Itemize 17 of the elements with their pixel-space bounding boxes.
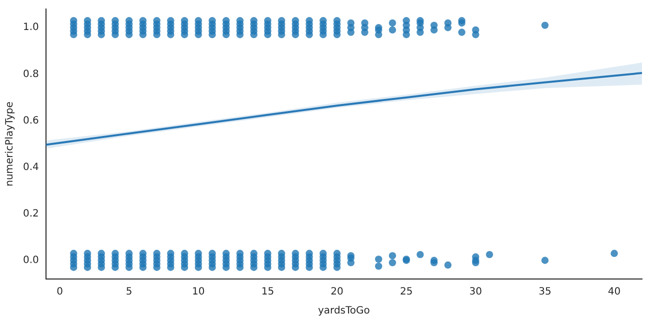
x-tick-label: 35 — [538, 286, 552, 298]
x-tick-label: 5 — [126, 286, 132, 298]
x-tick-label: 15 — [261, 286, 274, 298]
x-tick-label: 20 — [330, 286, 344, 298]
x-tick-label: 40 — [608, 286, 621, 298]
y-tick-label: 0.6 — [22, 115, 39, 126]
y-tick-label: 1.0 — [22, 22, 39, 34]
y-tick-label: 0.2 — [22, 208, 39, 220]
x-tick-label: 30 — [469, 286, 482, 298]
y-tick-label: 0.4 — [22, 162, 39, 173]
x-axis-title: yardsToGo — [318, 306, 370, 317]
x-tick-label: 25 — [400, 286, 413, 298]
y-tick-label: 0.0 — [22, 254, 39, 266]
x-tick-label: 0 — [56, 286, 63, 298]
y-tick-label: 0.8 — [22, 68, 39, 80]
y-axis-title: numericPlayType — [4, 102, 16, 186]
x-tick-label: 10 — [192, 286, 205, 298]
